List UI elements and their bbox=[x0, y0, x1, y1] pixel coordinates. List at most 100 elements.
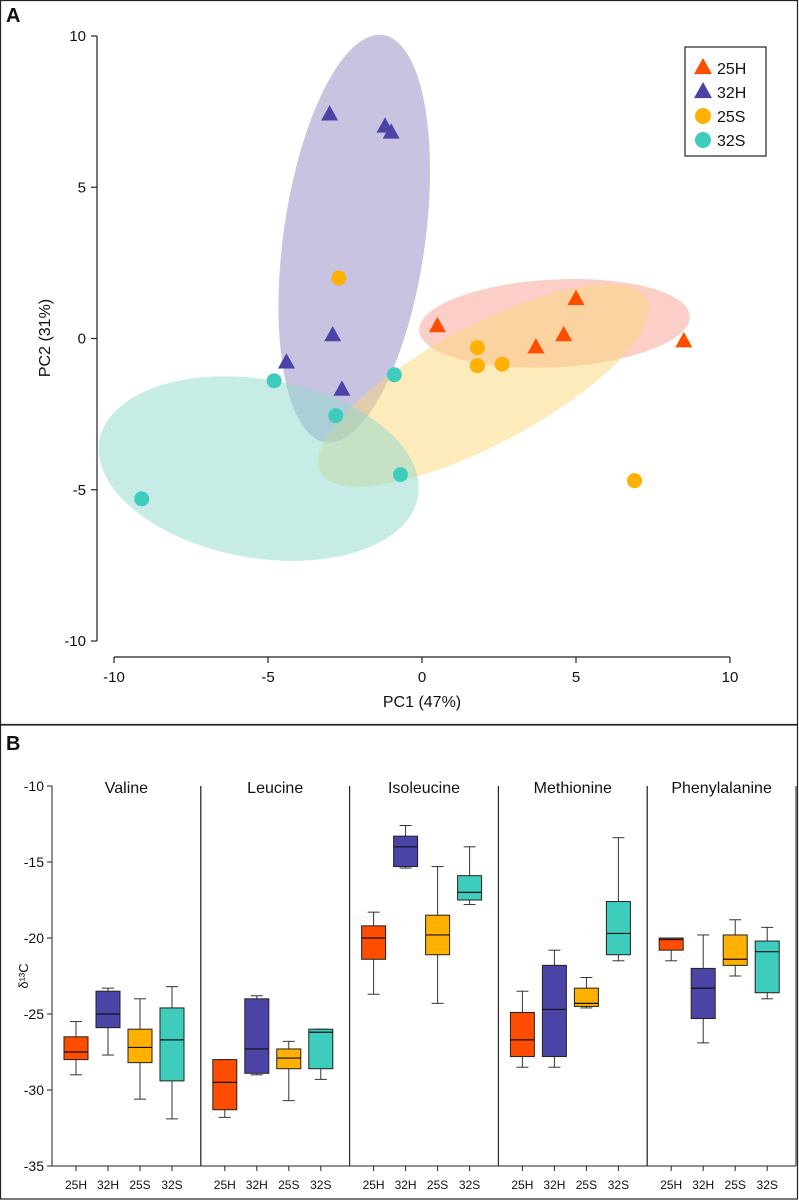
point-32s bbox=[392, 467, 408, 483]
pca-x-axis-title: PC1 (47%) bbox=[383, 694, 461, 711]
box-32h bbox=[541, 964, 567, 1058]
point-25s bbox=[627, 473, 643, 489]
category-label: 32S bbox=[161, 1178, 182, 1192]
point-32s bbox=[134, 491, 150, 507]
box-25h bbox=[658, 937, 684, 951]
box-y-axis-title: δ¹³C bbox=[16, 963, 31, 988]
pca-x-tick-label: 10 bbox=[722, 669, 739, 686]
pca-ellipses bbox=[98, 34, 690, 561]
box-25s bbox=[573, 987, 599, 1007]
box-25h bbox=[63, 1036, 89, 1061]
point-25h bbox=[567, 289, 585, 305]
point-25h bbox=[527, 338, 545, 354]
panel-b-label: B bbox=[6, 733, 20, 755]
box-y-tick-label: -30 bbox=[24, 1082, 44, 1098]
legend-label-32h: 32H bbox=[717, 85, 746, 102]
box-25h bbox=[509, 1011, 535, 1058]
box-25s bbox=[127, 1028, 153, 1064]
point-25h bbox=[555, 325, 573, 342]
point-32h bbox=[324, 325, 342, 342]
box-25s bbox=[276, 1048, 302, 1070]
category-label: 32H bbox=[692, 1178, 714, 1192]
pca-y-tick-label: 5 bbox=[78, 179, 86, 196]
box-y-tick-label: -10 bbox=[24, 778, 44, 794]
category-label: 25S bbox=[725, 1178, 746, 1192]
legend-label-25h: 25H bbox=[717, 61, 746, 78]
box-32h bbox=[690, 967, 716, 1020]
box-y-tick-label: -15 bbox=[24, 854, 44, 870]
box-32h bbox=[95, 990, 121, 1029]
category-label: 25H bbox=[214, 1178, 236, 1192]
pca-y-tick-label: 0 bbox=[78, 331, 86, 348]
category-label: 25S bbox=[278, 1178, 299, 1192]
category-label: 32S bbox=[608, 1178, 629, 1192]
legend-label-32s: 32S bbox=[717, 133, 745, 150]
facet-title: Leucine bbox=[247, 780, 303, 797]
point-32s bbox=[266, 373, 282, 389]
category-label: 32H bbox=[246, 1178, 268, 1192]
panel-b-frame bbox=[0, 724, 799, 1200]
box-plots: Valine 25H 32H 25S 32S Leucine 25H 32H 25S 32S Iso… bbox=[51, 780, 797, 1192]
point-32h bbox=[277, 353, 295, 369]
point-25h bbox=[428, 316, 446, 333]
point-32h bbox=[321, 105, 339, 121]
legend-marker-25s bbox=[695, 108, 711, 124]
category-label: 32S bbox=[310, 1178, 331, 1192]
box-32h bbox=[244, 998, 270, 1074]
pca-axes: 10 5 0 -5 -10 -10 -5 0 5 10 bbox=[64, 28, 738, 686]
category-label: 25S bbox=[427, 1178, 448, 1192]
box-y-tick-label: -25 bbox=[24, 1006, 44, 1022]
box-32s bbox=[457, 875, 483, 901]
box-32s bbox=[308, 1028, 334, 1070]
legend-marker-32h bbox=[694, 81, 712, 99]
pca-points bbox=[134, 105, 693, 507]
facet-title: Methionine bbox=[534, 780, 612, 797]
point-25s bbox=[469, 340, 485, 356]
point-32s bbox=[386, 367, 402, 383]
category-label: 25S bbox=[576, 1178, 597, 1192]
pca-y-axis-title: PC2 (31%) bbox=[37, 299, 54, 377]
point-32h bbox=[333, 380, 351, 396]
panel-a-label: A bbox=[6, 5, 20, 27]
facet-title: Phenylalanine bbox=[671, 780, 772, 797]
box-32h bbox=[393, 835, 419, 868]
pca-y-tick-label: -5 bbox=[73, 482, 86, 499]
category-label: 25H bbox=[65, 1178, 87, 1192]
box-25h bbox=[361, 925, 387, 960]
facet-title: Valine bbox=[105, 780, 148, 797]
pca-x-tick-label: 5 bbox=[572, 669, 580, 686]
point-25s bbox=[494, 356, 510, 372]
box-32s bbox=[159, 1007, 185, 1082]
box-32s bbox=[754, 940, 780, 994]
legend-label-25s: 25S bbox=[717, 109, 745, 126]
legend: 25H 32H 25S 32S bbox=[684, 46, 767, 157]
point-32s bbox=[328, 408, 344, 424]
category-label: 32S bbox=[757, 1178, 778, 1192]
point-25h bbox=[675, 332, 693, 348]
box-25h bbox=[212, 1059, 238, 1111]
box-32s bbox=[605, 901, 631, 956]
box-y-tick-label: -20 bbox=[24, 930, 44, 946]
category-label: 25H bbox=[363, 1178, 385, 1192]
category-label: 25H bbox=[660, 1178, 682, 1192]
legend-marker-25h bbox=[694, 57, 712, 75]
category-label: 32H bbox=[395, 1178, 417, 1192]
point-25s bbox=[469, 358, 485, 374]
facet-title: Isoleucine bbox=[388, 780, 460, 797]
pca-x-tick-label: -5 bbox=[261, 669, 274, 686]
pca-y-tick-label: 10 bbox=[69, 28, 86, 45]
box-25s bbox=[722, 934, 748, 966]
legend-marker-32s bbox=[695, 132, 711, 148]
point-25s bbox=[331, 270, 347, 286]
pca-y-tick-label: -10 bbox=[64, 633, 86, 650]
pca-x-tick-label: -10 bbox=[103, 669, 125, 686]
box-y-tick-label: -35 bbox=[24, 1158, 44, 1174]
category-label: 32H bbox=[543, 1178, 565, 1192]
category-label: 25H bbox=[511, 1178, 533, 1192]
pca-x-tick-label: 0 bbox=[418, 669, 426, 686]
category-label: 32S bbox=[459, 1178, 480, 1192]
category-label: 32H bbox=[97, 1178, 119, 1192]
category-label: 25S bbox=[129, 1178, 150, 1192]
point-32h bbox=[382, 123, 400, 139]
